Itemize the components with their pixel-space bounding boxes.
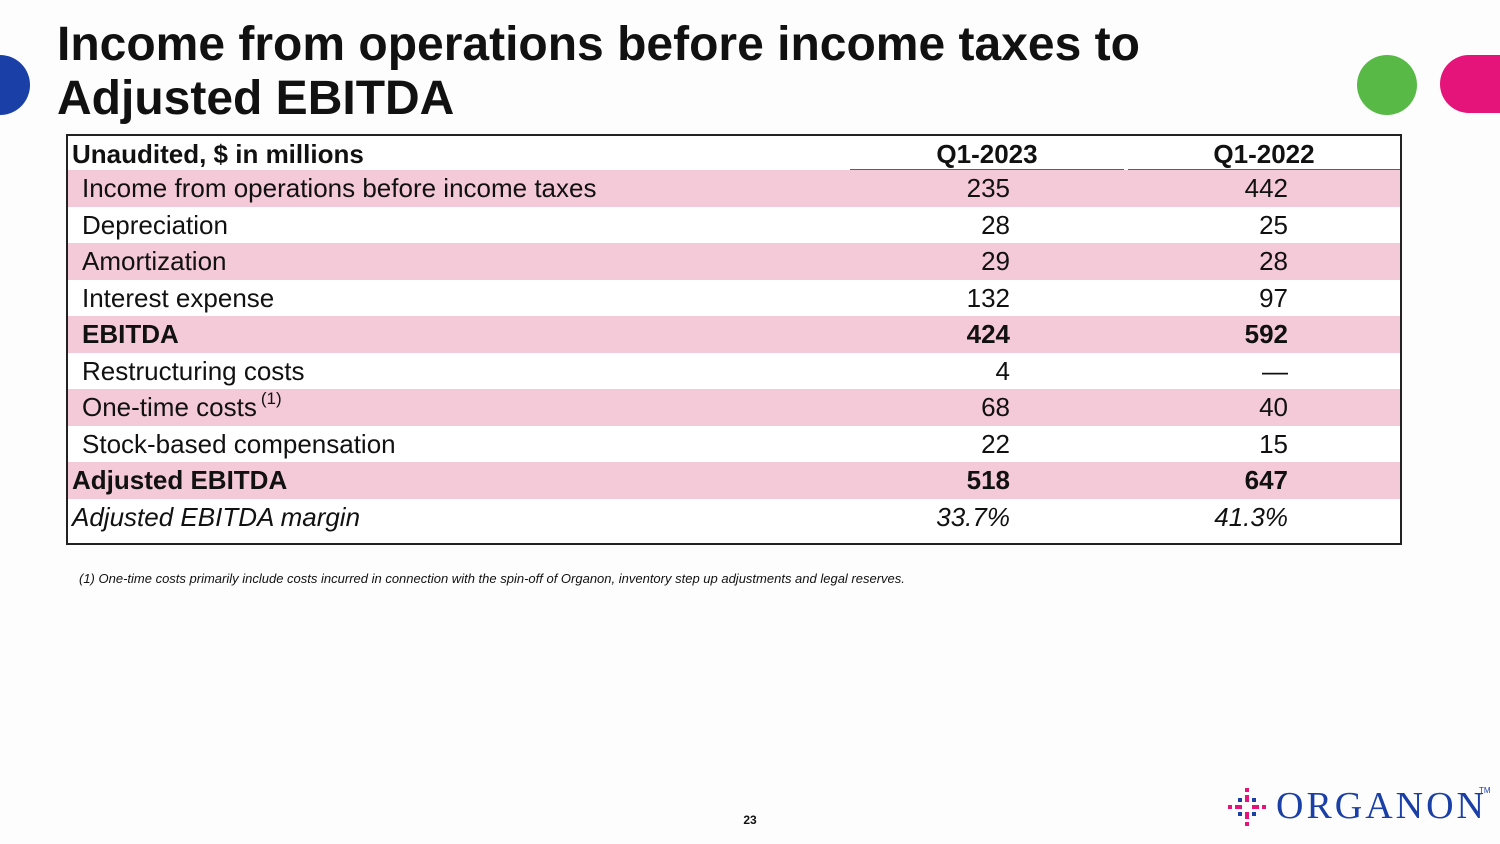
organon-logo-mark-icon [1228,788,1266,826]
trademark-mark: TM [1479,786,1491,795]
row-label: Amortization [82,246,227,276]
footnote: (1) One-time costs primarily include cos… [79,571,905,586]
slide-title: Income from operations before income tax… [57,18,1317,126]
row-label: One-time costs [82,392,257,422]
table-row: Restructuring costs 4 — [68,353,1400,390]
row-value-q1-2022: 97 [1259,283,1288,313]
header-q1-2022: Q1-2022 [1128,136,1400,171]
row-label: Adjusted EBITDA margin [72,502,361,532]
row-value-q1-2023: 518 [966,465,1010,495]
table-row: Stock-based compensation 22 15 [68,426,1400,463]
row-value-q1-2023: 132 [966,283,1010,313]
slide-title-line-1: Income from operations before income tax… [57,18,1140,71]
table-row: Amortization 29 28 [68,243,1400,280]
row-value-q1-2022: 15 [1259,429,1288,459]
row-label: EBITDA [82,319,179,349]
table-header-row: Unaudited, $ in millions Q1-2023 Q1-2022 [68,136,1400,173]
row-value-q1-2023: 33.7% [936,502,1010,532]
row-label: Adjusted EBITDA [72,465,288,495]
table-row: Depreciation 28 25 [68,207,1400,244]
row-value-q1-2023: 29 [981,246,1010,276]
ebitda-reconciliation-table: Unaudited, $ in millions Q1-2023 Q1-2022… [66,134,1402,545]
row-value-q1-2023: 68 [981,392,1010,422]
organon-wordmark: ORGANON [1276,785,1487,827]
row-value-q1-2022: 25 [1259,210,1288,240]
header-label: Unaudited, $ in millions [72,139,364,169]
row-value-q1-2023: 22 [981,429,1010,459]
row-value-q1-2022: 647 [1244,465,1288,495]
row-value-q1-2022: 592 [1244,319,1288,349]
decorative-blue-circle [0,55,30,115]
row-label: Income from operations before income tax… [82,173,597,203]
slide-title-line-2: Adjusted EBITDA [57,72,455,125]
row-label: Depreciation [82,210,228,240]
row-value-q1-2023: 424 [966,319,1010,349]
row-value-q1-2022: 40 [1259,392,1288,422]
row-value-q1-2023: 235 [966,173,1010,203]
row-label: Restructuring costs [82,356,305,386]
table-row: Interest expense 132 97 [68,280,1400,317]
row-value-q1-2022: — [1262,356,1288,386]
footnote-marker: (1) [260,389,282,408]
row-value-q1-2022: 28 [1259,246,1288,276]
decorative-pink-pill [1440,55,1500,113]
table-row: One-time costs (1) 68 40 [68,389,1400,426]
table-row-ebitda: EBITDA 424 592 [68,316,1400,353]
row-label: Stock-based compensation [82,429,396,459]
header-q1-2023: Q1-2023 [850,136,1124,171]
table-row: Income from operations before income tax… [68,170,1400,207]
decorative-green-circle [1357,55,1417,115]
table-row-adjusted-ebitda-margin: Adjusted EBITDA margin 33.7% 41.3% [68,499,1400,536]
row-value-q1-2022: 41.3% [1214,502,1288,532]
row-value-q1-2022: 442 [1244,173,1288,203]
row-label-with-note: One-time costs (1) [82,389,282,426]
row-value-q1-2023: 28 [981,210,1010,240]
row-label: Interest expense [82,283,275,313]
row-value-q1-2023: 4 [995,356,1010,386]
organon-logo: ORGANON TM [1226,782,1496,830]
table-row-adjusted-ebitda: Adjusted EBITDA 518 647 [68,462,1400,499]
page-number: 23 [743,813,757,827]
